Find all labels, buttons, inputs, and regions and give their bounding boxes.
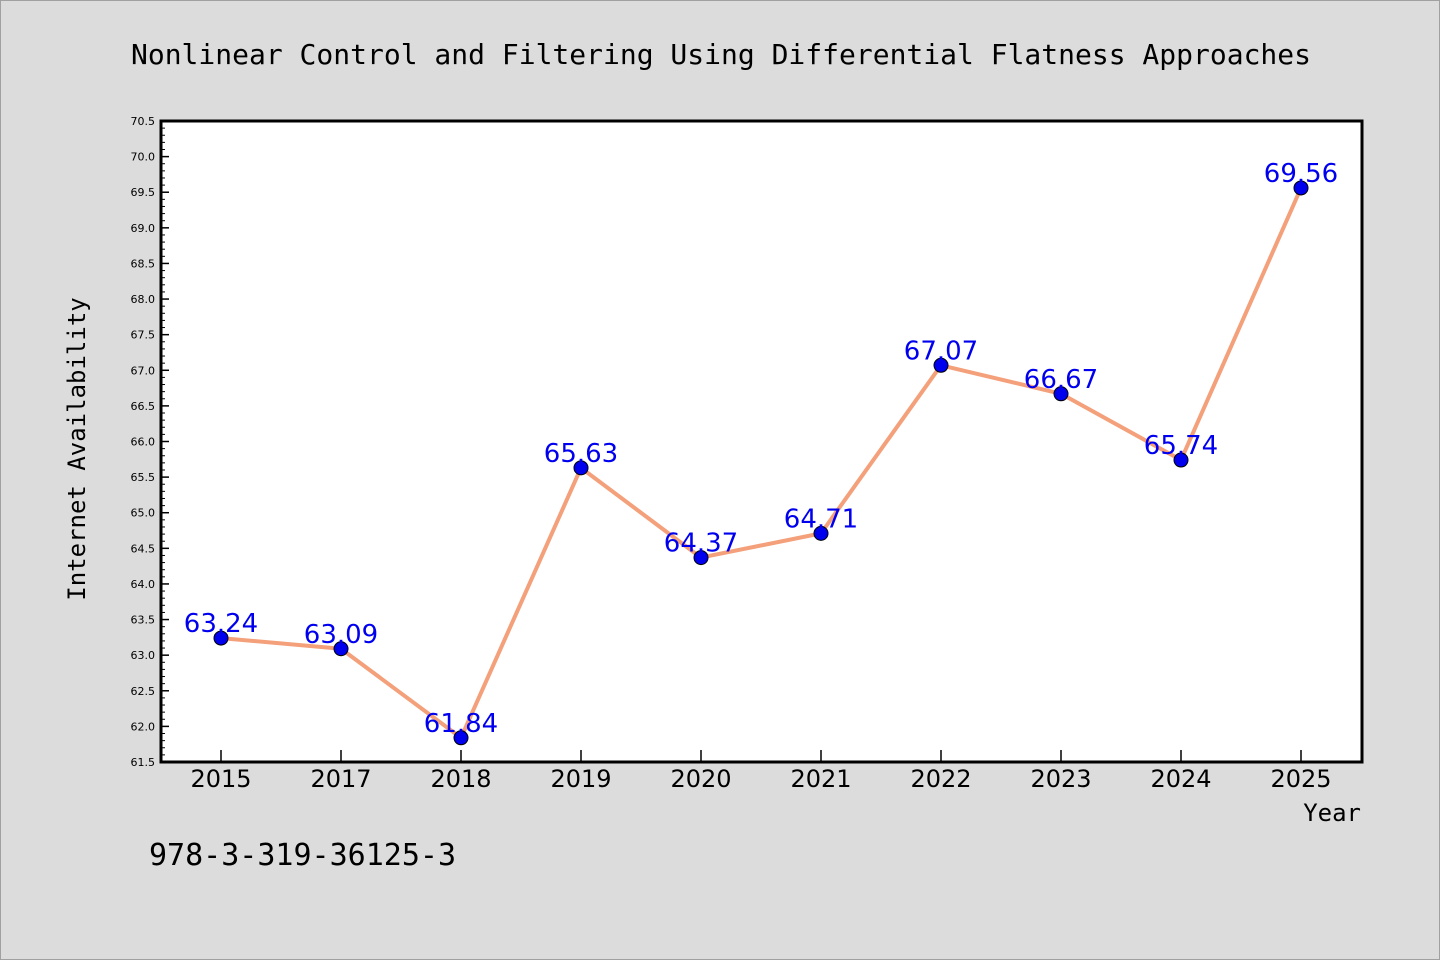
- data-label: 66.67: [1024, 365, 1098, 395]
- data-point: [813, 525, 829, 541]
- y-tick-label: 69.5: [131, 186, 156, 199]
- data-label: 69.56: [1264, 159, 1338, 189]
- y-tick-label: 62.5: [131, 685, 156, 698]
- y-tick-label: 70.0: [131, 151, 156, 164]
- x-tick-label: 2023: [1030, 765, 1091, 793]
- x-axis-ticks: 2015 2017 2018 2019 2020 2021 2022 2023 2024 2025: [190, 750, 1332, 793]
- y-tick-label: 61.5: [131, 756, 156, 769]
- x-axis-label: Year: [1303, 799, 1361, 827]
- data-label: 61.84: [424, 709, 498, 739]
- chart-title: Nonlinear Control and Filtering Using Di…: [131, 38, 1311, 71]
- y-tick-label: 67.0: [131, 364, 156, 377]
- isbn-annotation: 978-3-319-36125-3: [149, 838, 456, 873]
- data-point: [1053, 386, 1069, 402]
- y-tick-label: 65.5: [131, 471, 156, 484]
- data-point: [333, 641, 349, 657]
- y-tick-label: 69.0: [131, 222, 156, 235]
- y-axis-label: Internet Availability: [63, 297, 91, 600]
- x-tick-label: 2015: [190, 765, 251, 793]
- data-point: [1293, 180, 1309, 196]
- data-point: [213, 630, 229, 646]
- x-tick-label: 2020: [670, 765, 731, 793]
- y-axis-ticks: 61.5 62.0 62.5 63.0 63.5 64.0 64.5 65.0 65.5 66.0…: [131, 115, 169, 769]
- x-tick-label: 2024: [1150, 765, 1211, 793]
- data-label: 64.71: [784, 504, 858, 534]
- y-tick-label: 62.0: [131, 720, 156, 733]
- data-label: 65.63: [544, 439, 618, 469]
- series-group: 63.24 63.09 61.84 65.63 64.37 64.71 67.07 66.67…: [184, 159, 1338, 746]
- y-tick-label: 66.5: [131, 400, 156, 413]
- data-point: [573, 460, 589, 476]
- y-tick-label: 64.5: [131, 542, 156, 555]
- y-tick-label: 68.0: [131, 293, 156, 306]
- x-tick-label: 2017: [310, 765, 371, 793]
- data-label: 64.37: [664, 529, 738, 559]
- data-point: [933, 357, 949, 373]
- x-tick-label: 2018: [430, 765, 491, 793]
- x-tick-label: 2019: [550, 765, 611, 793]
- data-point: [1173, 452, 1189, 468]
- y-tick-label: 68.5: [131, 257, 156, 270]
- data-label: 63.09: [304, 620, 378, 650]
- series-line: [220, 187, 1303, 740]
- x-tick-label: 2021: [790, 765, 851, 793]
- x-tick-label: 2022: [910, 765, 971, 793]
- y-tick-label: 66.0: [131, 436, 156, 449]
- data-label: 67.07: [904, 336, 978, 366]
- data-point: [693, 550, 709, 566]
- y-tick-label: 63.5: [131, 614, 156, 627]
- data-label: 65.74: [1144, 431, 1218, 461]
- y-tick-label: 65.0: [131, 507, 156, 520]
- data-label: 63.24: [184, 609, 258, 639]
- y-tick-label: 70.5: [131, 115, 156, 128]
- y-tick-label: 67.5: [131, 329, 156, 342]
- y-tick-label: 63.0: [131, 649, 156, 662]
- data-point: [453, 730, 469, 746]
- plot-area: [159, 119, 1364, 764]
- x-tick-label: 2025: [1270, 765, 1331, 793]
- y-tick-label: 64.0: [131, 578, 156, 591]
